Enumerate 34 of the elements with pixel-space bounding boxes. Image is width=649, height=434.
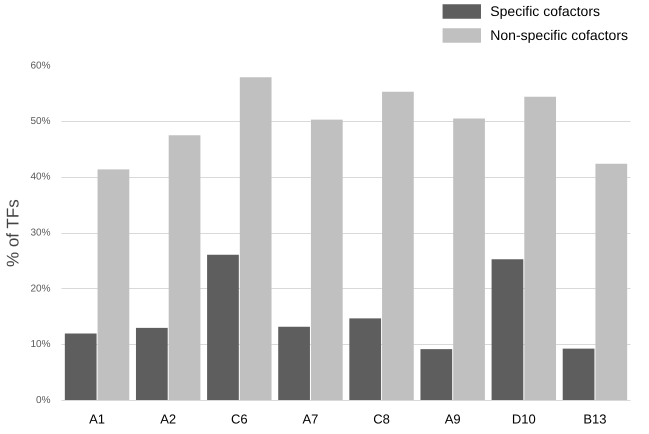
- legend-label: Non-specific cofactors: [490, 27, 628, 43]
- y-tick-label: 60%: [30, 60, 51, 72]
- bar: [64, 334, 97, 400]
- y-tick-label: 40%: [30, 172, 51, 183]
- x-tick-label: C6: [231, 412, 248, 426]
- x-tick-label: C8: [373, 412, 390, 426]
- y-tick-label: 20%: [30, 283, 51, 294]
- bar: [420, 349, 452, 400]
- bar: [492, 259, 524, 400]
- y-tick-label: 10%: [30, 339, 51, 350]
- bar: [562, 348, 594, 400]
- y-axis-title: % of TFs: [3, 199, 22, 268]
- y-tick-label: 0%: [36, 395, 51, 406]
- x-tick-label: B13: [583, 412, 607, 426]
- legend-label: Specific cofactors: [490, 3, 600, 19]
- bar: [207, 254, 239, 400]
- bar: [136, 328, 168, 400]
- bar: [453, 118, 485, 400]
- bar: [310, 120, 343, 400]
- bar: [240, 77, 272, 400]
- y-tick-label: 50%: [30, 116, 51, 127]
- bar: [349, 318, 382, 400]
- x-tick-label: A1: [89, 412, 106, 426]
- bar: [524, 96, 556, 400]
- bar: [278, 326, 310, 400]
- x-tick-label: A7: [302, 412, 318, 426]
- y-tick-label: 30%: [30, 228, 51, 238]
- bar: [168, 135, 200, 400]
- bar: [382, 92, 414, 400]
- x-tick-label: A2: [160, 412, 176, 426]
- bar: [98, 169, 130, 400]
- x-tick-label: D10: [512, 412, 536, 426]
- bar: [595, 164, 628, 400]
- x-tick-label: A9: [444, 412, 461, 426]
